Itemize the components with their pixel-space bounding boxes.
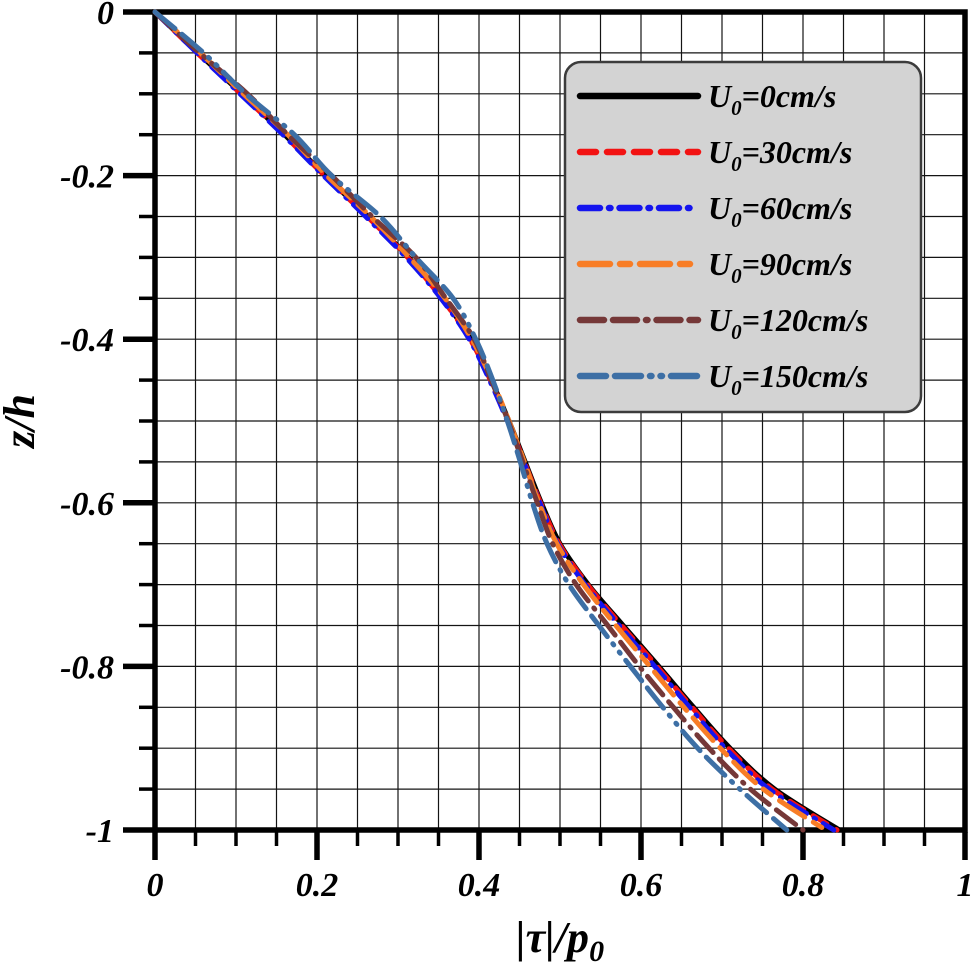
y-tick-label: -0.6 (60, 486, 114, 523)
legend: U0=0cm/s U0=30cm/s U0=60cm/s U0=90cm/s U0=12… (563, 60, 923, 414)
y-axis-label: z/h (0, 394, 44, 450)
legend-item-u0-150cm-s: U0=150cm/s (576, 358, 868, 400)
legend-label: U0=90cm/s (708, 246, 852, 288)
x-tick-label: 0.2 (296, 867, 339, 904)
legend-box (563, 60, 923, 414)
x-tick-label: 0.4 (458, 867, 501, 904)
grid (155, 12, 965, 830)
legend-item-u0-120cm-s: U0=120cm/s (576, 302, 868, 344)
legend-item-u0-30cm-s: U0=30cm/s (576, 134, 852, 176)
x-tick-label: 1 (957, 867, 974, 904)
axis-ticks (123, 9, 968, 860)
x-tick-label: 0 (147, 867, 164, 904)
legend-label: U0=0cm/s (708, 78, 836, 120)
curves (152, 9, 842, 833)
legend-label: U0=60cm/s (708, 190, 852, 232)
y-tick-label: -0.2 (60, 159, 114, 196)
legend-item-u0-60cm-s: U0=60cm/s (576, 190, 852, 232)
legend-label: U0=150cm/s (708, 358, 868, 400)
legend-label: U0=120cm/s (708, 302, 868, 344)
y-tick-label: -0.4 (60, 322, 114, 359)
legend-item-u0-90cm-s: U0=90cm/s (576, 246, 852, 288)
y-tick-label: -1 (86, 813, 114, 850)
y-tick-label: -0.8 (60, 649, 114, 686)
legend-item-u0-0cm-s: U0=0cm/s (576, 78, 836, 120)
curve-u0-150cm-s (152, 9, 790, 833)
x-tick-label: 0.6 (620, 867, 663, 904)
tick-labels: 0 0.2 0.4 0.6 0.8 1 0 -0.2 -0.4 -0.6 -0.8 -1 (60, 0, 973, 904)
y-tick-label: 0 (97, 0, 114, 32)
legend-label: U0=30cm/s (708, 134, 852, 176)
plot-border (152, 9, 968, 833)
x-axis-label: |τ|/p0 (516, 913, 604, 968)
x-tick-label: 0.8 (782, 867, 825, 904)
